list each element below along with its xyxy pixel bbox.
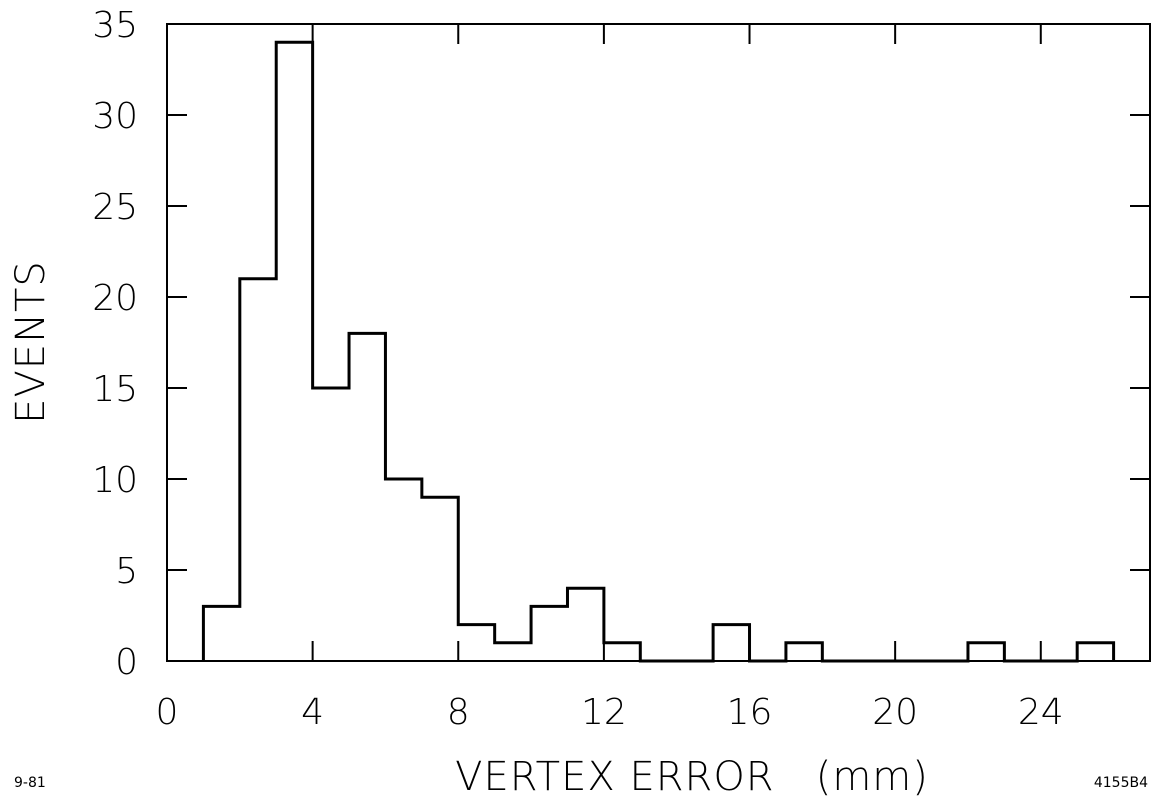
y-tick-label: 5: [115, 551, 138, 592]
footer-figure-id: 4155B4: [1094, 775, 1148, 791]
histogram-bin: [349, 333, 385, 661]
plot-frame: [166, 23, 1151, 662]
x-axis-ticks: [166, 24, 1042, 661]
x-tick-label: 0: [156, 692, 179, 733]
y-tick-label: 0: [115, 642, 138, 683]
histogram-bins: [203, 42, 1113, 661]
x-tick-label: 20: [872, 692, 918, 733]
histogram-bin: [567, 588, 603, 661]
histogram-bin: [422, 497, 458, 661]
histogram-bin: [786, 643, 822, 661]
histogram-bin: [276, 42, 312, 661]
y-axis-tick-labels: 0 5 10 15 20 25 30 35: [92, 5, 138, 683]
histogram-bin: [1077, 643, 1113, 661]
histogram-bin: [203, 606, 239, 661]
x-tick-label: 8: [447, 692, 470, 733]
histogram-bin: [495, 643, 531, 661]
y-tick-label: 15: [92, 369, 138, 410]
x-tick-label: 12: [581, 692, 627, 733]
y-tick-label: 10: [92, 460, 138, 501]
y-tick-label: 35: [92, 5, 138, 46]
x-tick-label: 16: [727, 692, 773, 733]
histogram-bin: [240, 279, 276, 661]
histogram-bin: [968, 643, 1004, 661]
x-axis-tick-labels: 0 4 8 12 16 20 24: [156, 692, 1064, 733]
footer-date-note: 9-81: [14, 775, 46, 791]
histogram-bin: [713, 625, 749, 661]
histogram-bin: [604, 643, 640, 661]
y-axis-title: EVENTS: [8, 260, 54, 424]
histogram-bin: [531, 606, 567, 661]
histogram-outline: [201, 40, 1116, 663]
x-axis-title: VERTEX ERROR (mm): [455, 754, 929, 800]
y-tick-label: 30: [92, 96, 138, 137]
histogram-bin: [385, 479, 421, 661]
y-tick-label: 25: [92, 187, 138, 228]
y-tick-label: 20: [92, 278, 138, 319]
histogram-bin: [313, 388, 349, 661]
x-tick-label: 24: [1018, 692, 1064, 733]
x-tick-label: 4: [301, 692, 324, 733]
y-axis-ticks: [167, 23, 1150, 662]
histogram-bin: [458, 625, 494, 661]
